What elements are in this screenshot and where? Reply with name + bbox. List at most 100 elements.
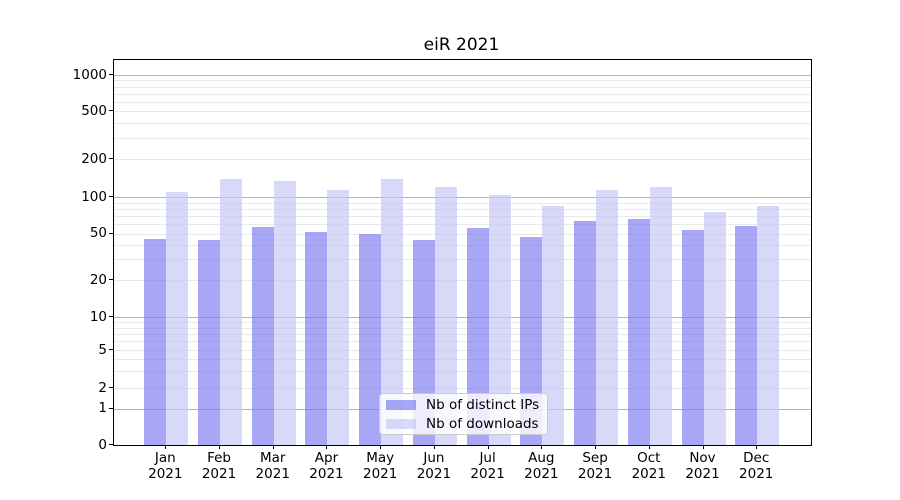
y-tick-label: 1000: [72, 66, 107, 83]
y-tick: [109, 316, 113, 317]
y-tick: [109, 444, 113, 445]
gridline: [114, 371, 811, 372]
y-tick-label: 100: [81, 188, 107, 205]
gridline: [114, 341, 811, 342]
gridline: [114, 75, 811, 76]
y-tick-label: 1: [98, 400, 107, 416]
y-tick-label: 500: [81, 102, 107, 119]
bar-distinct-ips: [359, 233, 382, 445]
bar-downloads: [757, 205, 780, 445]
bar-downloads: [327, 190, 350, 445]
x-tick-label: Sep 2021: [577, 450, 613, 482]
bar-distinct-ips: [198, 240, 221, 445]
legend-label-downloads: Nb of downloads: [426, 415, 539, 432]
plot-area: Nb of distinct IPs Nb of downloads: [113, 59, 812, 446]
x-tick: [434, 445, 435, 449]
gridline: [114, 111, 811, 112]
x-tick-label: Nov 2021: [685, 450, 720, 482]
x-tick-label: Oct 2021: [631, 450, 666, 482]
bar-downloads: [703, 212, 726, 445]
y-tick: [109, 408, 113, 409]
bar-distinct-ips: [466, 227, 489, 445]
bar-distinct-ips: [735, 225, 758, 445]
gridline: [114, 87, 811, 88]
bar-downloads: [434, 187, 457, 445]
gridline: [114, 138, 811, 139]
x-tick-label: Dec 2021: [739, 450, 774, 482]
bar-downloads: [220, 178, 243, 445]
gridline: [114, 203, 811, 204]
y-tick: [109, 349, 113, 350]
bar-downloads: [381, 178, 404, 445]
y-tick: [109, 279, 113, 280]
gridline: [114, 328, 811, 329]
legend-item-distinct-ips: Nb of distinct IPs: [386, 397, 541, 413]
bar-downloads: [542, 205, 565, 445]
legend-label-distinct-ips: Nb of distinct IPs: [426, 396, 540, 413]
bar-downloads: [273, 180, 296, 445]
gridline: [114, 280, 811, 281]
y-tick-label: 10: [89, 308, 107, 325]
chart-title: eiR 2021: [423, 35, 500, 55]
gridline: [114, 216, 811, 217]
y-tick-label: 50: [89, 225, 107, 241]
x-tick: [165, 445, 166, 449]
y-tick-label: 200: [81, 150, 107, 167]
y-tick-label: 2: [98, 379, 107, 396]
x-tick-label: Jul 2021: [470, 450, 505, 482]
x-tick-label: Jan 2021: [148, 450, 183, 482]
gridline: [114, 388, 811, 389]
gridline: [114, 322, 811, 323]
legend-item-downloads: Nb of downloads: [386, 416, 541, 432]
x-tick: [380, 445, 381, 449]
bar-distinct-ips: [305, 232, 328, 445]
bar-downloads: [649, 187, 672, 445]
x-tick: [703, 445, 704, 449]
bar-distinct-ips: [144, 238, 167, 445]
gridline: [114, 234, 811, 235]
bar-distinct-ips: [681, 230, 704, 445]
x-tick: [595, 445, 596, 449]
gridline: [114, 197, 811, 198]
gridline: [114, 359, 811, 360]
x-tick: [756, 445, 757, 449]
gridline: [114, 94, 811, 95]
gridline: [114, 350, 811, 351]
x-tick: [273, 445, 274, 449]
legend-swatch-distinct-ips-icon: [386, 399, 416, 410]
y-tick-label: 20: [89, 271, 107, 288]
bar-downloads: [166, 191, 189, 445]
gridline: [114, 80, 811, 81]
x-tick-label: Mar 2021: [255, 450, 290, 482]
gridline: [114, 245, 811, 246]
gridline: [114, 159, 811, 160]
x-tick: [219, 445, 220, 449]
y-tick: [109, 233, 113, 234]
bar-distinct-ips: [574, 220, 597, 445]
gridline: [114, 102, 811, 103]
y-tick-label: 0: [98, 436, 107, 453]
x-tick-label: Aug 2021: [524, 450, 559, 482]
bar-distinct-ips: [627, 218, 650, 445]
y-tick: [109, 74, 113, 75]
x-tick-label: Feb 2021: [201, 450, 237, 482]
x-tick-label: Jun 2021: [416, 450, 452, 482]
gridline: [114, 123, 811, 124]
legend: Nb of distinct IPs Nb of downloads: [379, 393, 548, 435]
y-tick: [109, 110, 113, 111]
bar-distinct-ips: [251, 226, 274, 445]
x-tick-label: May 2021: [362, 450, 398, 482]
gridline: [114, 317, 811, 318]
x-tick-label: Apr 2021: [309, 450, 344, 482]
y-tick: [109, 387, 113, 388]
gridline: [114, 224, 811, 225]
y-tick: [109, 196, 113, 197]
x-tick: [326, 445, 327, 449]
y-tick: [109, 158, 113, 159]
x-tick: [541, 445, 542, 449]
y-tick-label: 5: [98, 341, 107, 358]
bar-downloads: [596, 190, 619, 445]
x-tick: [488, 445, 489, 449]
x-tick: [649, 445, 650, 449]
